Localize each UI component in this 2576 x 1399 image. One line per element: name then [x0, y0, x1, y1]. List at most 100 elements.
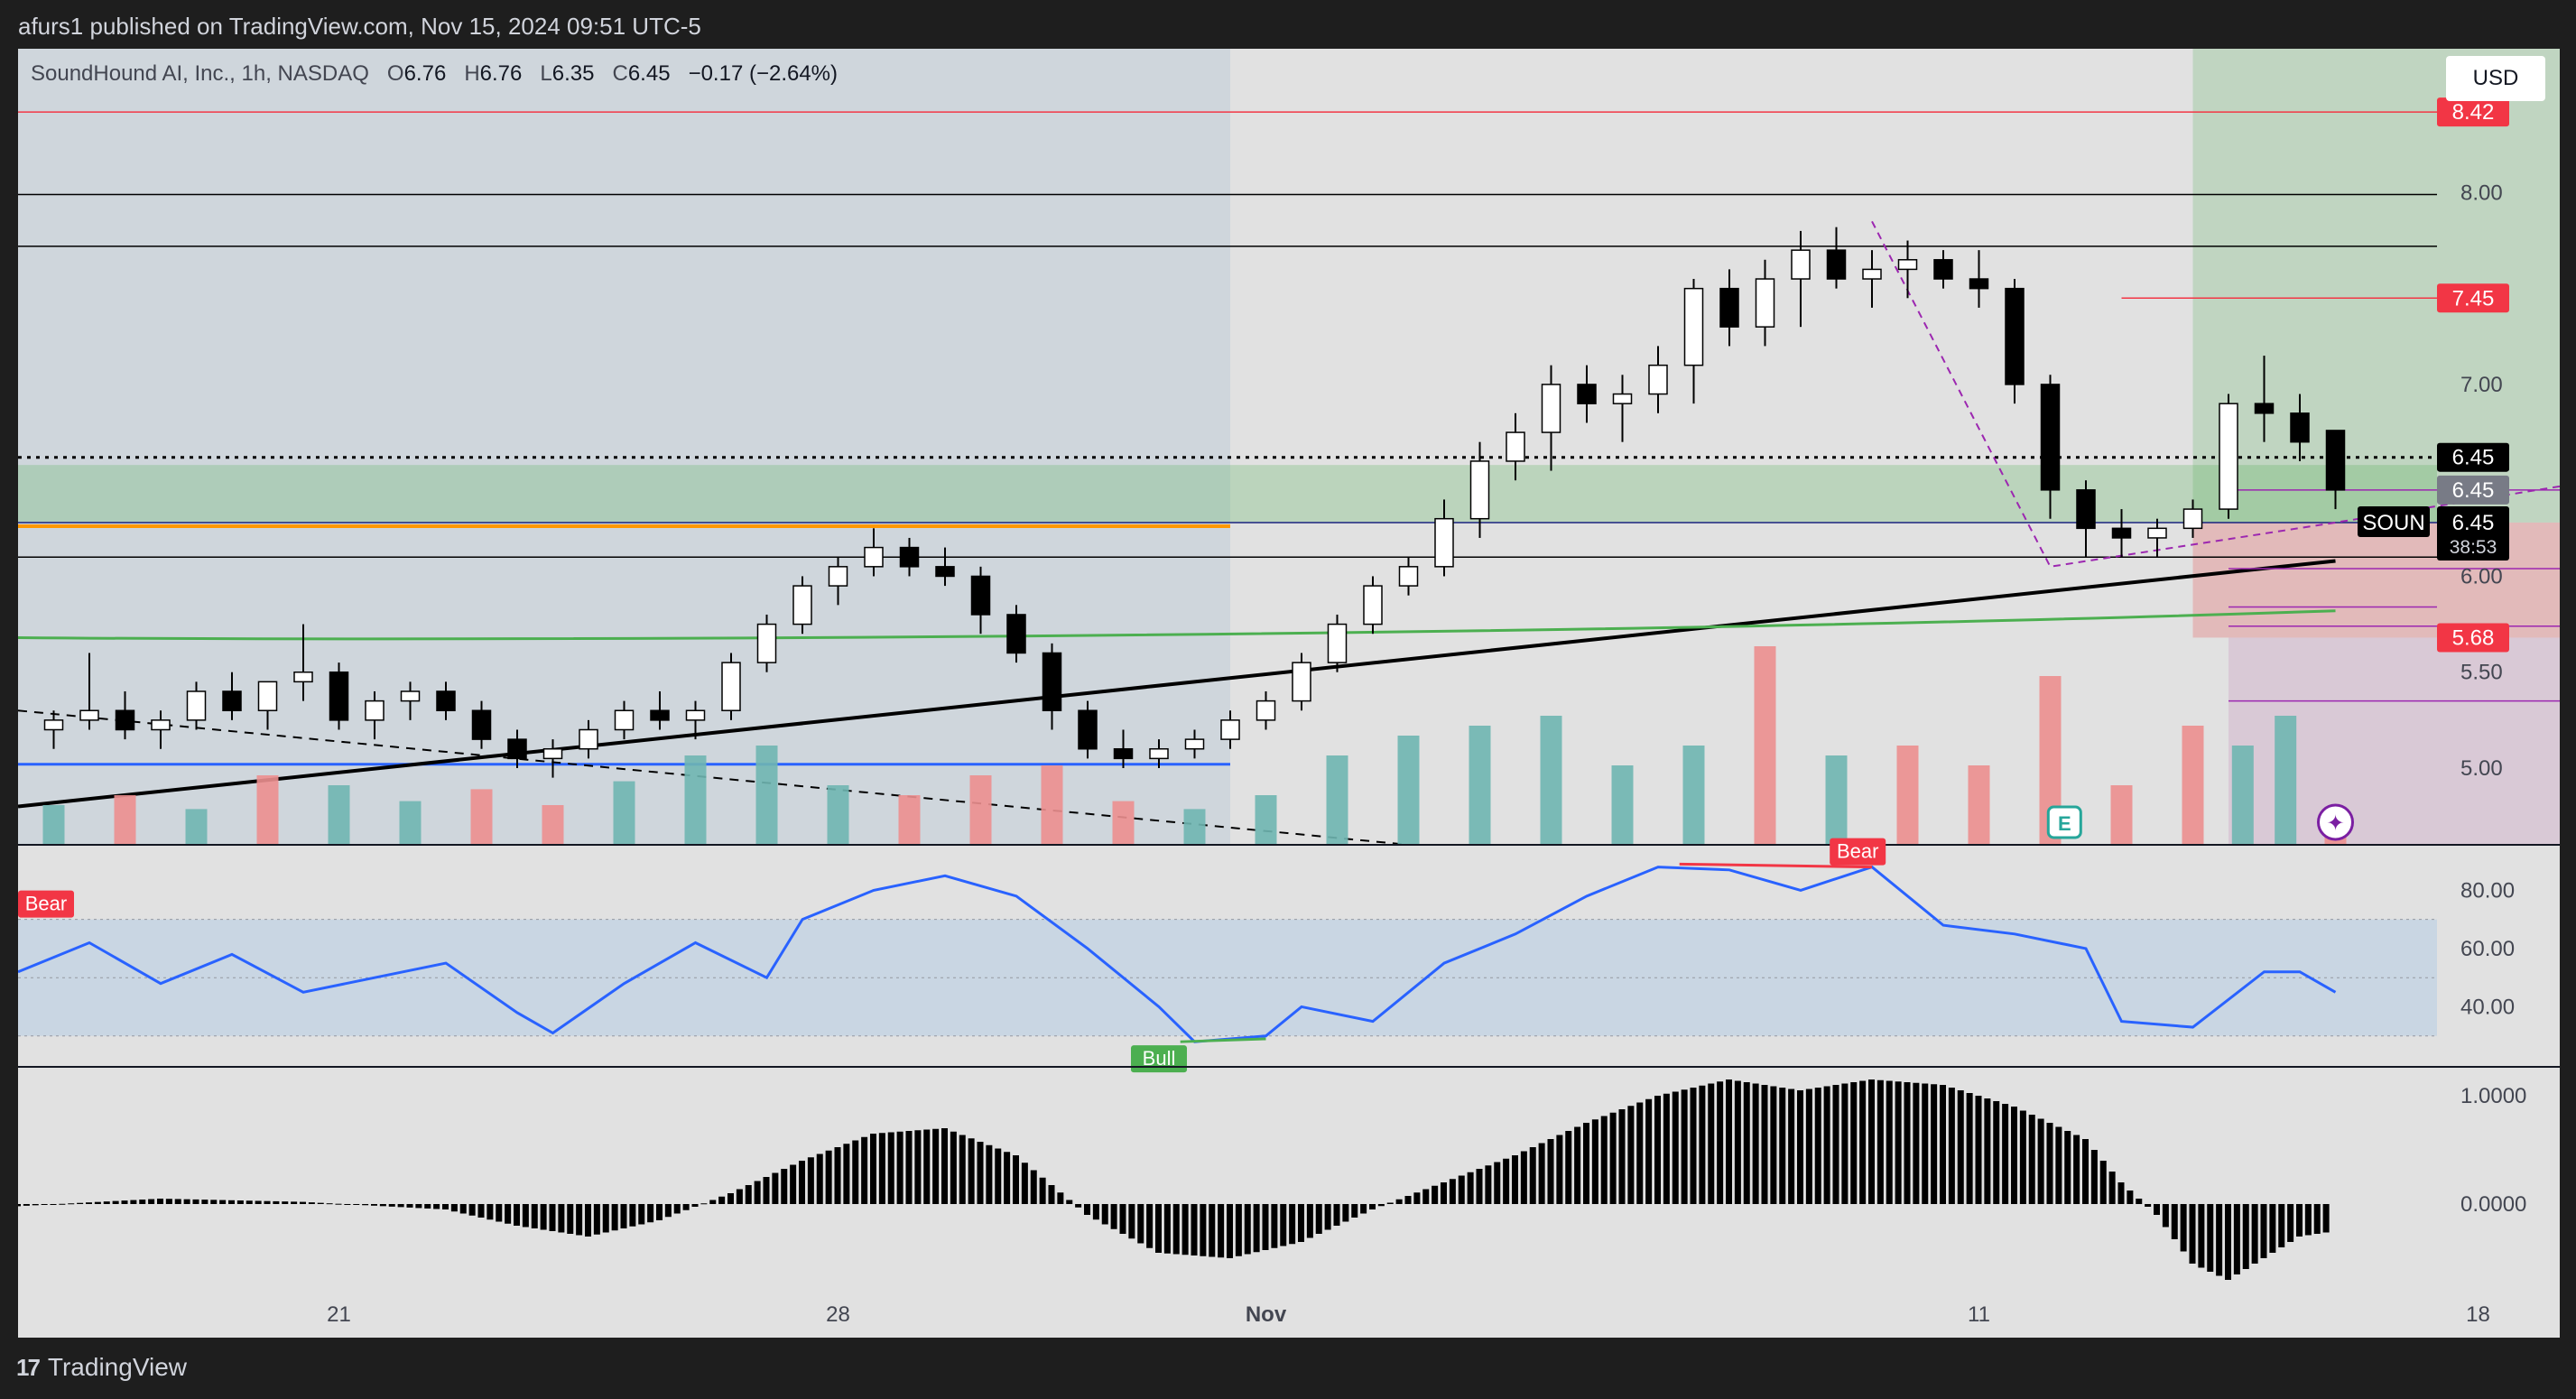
- candle-12: [471, 709, 492, 740]
- histogram-bar: [450, 1204, 458, 1212]
- histogram-bar: [1832, 1085, 1839, 1204]
- histogram-bar: [1957, 1090, 1964, 1204]
- candle-6: [257, 681, 278, 711]
- histogram-bar: [878, 1133, 885, 1204]
- last-price-tag: [2437, 505, 2509, 561]
- histogram-bar: [1993, 1101, 2000, 1204]
- histogram-bar: [2198, 1204, 2205, 1268]
- histogram-bar: [228, 1200, 235, 1204]
- countdown-label: 38:53: [2450, 537, 2497, 558]
- histogram-bar: [2064, 1131, 2071, 1204]
- histogram-bar: [2002, 1104, 2009, 1204]
- histogram-bar: [1084, 1204, 1090, 1215]
- histogram-bar: [664, 1204, 672, 1218]
- price-tag-label-2: 6.45: [2452, 446, 2495, 470]
- chart-frame[interactable]: 0.382 (6.46)0.618 (6.04)0.786 (5.74)1 (5…: [18, 49, 2560, 1338]
- candle-9: [365, 700, 385, 721]
- histogram-bar: [1520, 1151, 1527, 1204]
- histogram-bar: [32, 1204, 39, 1206]
- volume-bar-23: [1682, 746, 1705, 845]
- candle-51: [1862, 268, 1882, 280]
- candle-52: [1897, 259, 1918, 271]
- histogram-bar: [2117, 1182, 2125, 1204]
- candle-42: [1541, 384, 1561, 433]
- histogram-bar: [2313, 1204, 2321, 1234]
- volume-bar-27: [1968, 765, 1990, 845]
- oscillator-pane: 0.0000 1.0000: [18, 1079, 2526, 1280]
- currency-button[interactable]: USD: [2446, 56, 2545, 101]
- histogram-bar: [442, 1204, 449, 1209]
- histogram-bar: [1876, 1079, 1884, 1204]
- volume-bar-10: [755, 746, 778, 845]
- histogram-bar: [282, 1201, 289, 1204]
- histogram-bar: [656, 1204, 663, 1220]
- histogram-bar: [300, 1201, 306, 1204]
- candle-7: [293, 671, 313, 683]
- histogram-bar: [941, 1128, 948, 1204]
- histogram-bar: [514, 1204, 520, 1226]
- histogram-bar: [1583, 1123, 1589, 1204]
- histogram-bar: [505, 1204, 512, 1224]
- volume-bar-29: [2110, 785, 2133, 845]
- histogram-bar: [1351, 1204, 1358, 1218]
- histogram-bar: [834, 1147, 841, 1204]
- histogram-bar: [1048, 1185, 1055, 1204]
- histogram-bar: [2136, 1199, 2143, 1204]
- histogram-bar: [139, 1200, 146, 1204]
- candle-38: [1398, 566, 1419, 587]
- candle-35: [1292, 662, 1311, 702]
- histogram-bar: [2269, 1204, 2276, 1253]
- histogram-bar: [255, 1200, 262, 1204]
- histogram-bar: [576, 1204, 583, 1236]
- publish-bar: afurs1 published on TradingView.com, Nov…: [0, 0, 2576, 49]
- histogram-bar: [397, 1204, 404, 1208]
- histogram-bar: [1699, 1085, 1706, 1204]
- histogram-bar: [326, 1203, 333, 1205]
- volume-bar-32: [2275, 716, 2297, 845]
- histogram-bar: [1458, 1175, 1465, 1204]
- histogram-bar: [567, 1204, 574, 1234]
- volume-bar-22: [1611, 765, 1634, 845]
- osc-tick-1: 1.0000: [2460, 1084, 2526, 1108]
- time-tick-1: 28: [826, 1302, 850, 1327]
- histogram-bar: [264, 1200, 271, 1204]
- time-tick-3: 11: [1968, 1302, 1990, 1327]
- histogram-bar: [165, 1199, 172, 1204]
- price-tick-0: 5.00: [2460, 756, 2503, 781]
- histogram-bar: [1895, 1081, 1902, 1204]
- histogram-bar: [1039, 1177, 1046, 1204]
- histogram-bar: [1485, 1165, 1492, 1204]
- volume-bar-16: [1183, 809, 1206, 845]
- histogram-bar: [1645, 1098, 1653, 1204]
- price-tag-0: [2437, 97, 2509, 127]
- histogram-bar: [950, 1131, 957, 1204]
- candle-33: [1220, 719, 1240, 740]
- histogram-bar: [1441, 1182, 1447, 1204]
- histogram-bar: [2233, 1204, 2240, 1274]
- bear-divergence-line: [1679, 862, 1873, 869]
- histogram-bar: [1663, 1093, 1670, 1204]
- volume-bar-4: [328, 785, 350, 845]
- histogram-bar: [2011, 1107, 2017, 1204]
- histogram-bar: [1931, 1084, 1938, 1204]
- price-tag-label-4: 5.68: [2452, 625, 2495, 650]
- dashed-trend-line: [18, 709, 1409, 846]
- histogram-bar: [1618, 1109, 1626, 1204]
- histogram-bar: [2055, 1126, 2062, 1204]
- candle-40: [1469, 460, 1490, 520]
- volume-bar-11: [827, 785, 849, 845]
- tradingview-logo[interactable]: 17 TradingView: [16, 1353, 187, 1382]
- histogram-bar: [50, 1204, 57, 1205]
- histogram-bar: [59, 1203, 66, 1205]
- histogram-bar: [1119, 1204, 1126, 1234]
- histogram-bar: [2099, 1161, 2107, 1204]
- candle-43: [1577, 384, 1597, 404]
- last-price-label: 6.45: [2452, 511, 2495, 535]
- histogram-bar: [754, 1181, 761, 1204]
- chart-canvas[interactable]: 0.382 (6.46)0.618 (6.04)0.786 (5.74)1 (5…: [18, 49, 2560, 1338]
- histogram-bar: [852, 1140, 859, 1204]
- rsi-signal-0: [18, 890, 74, 918]
- histogram-bar: [1021, 1163, 1028, 1204]
- candle-49: [1791, 249, 1811, 280]
- support-band: [18, 465, 2437, 523]
